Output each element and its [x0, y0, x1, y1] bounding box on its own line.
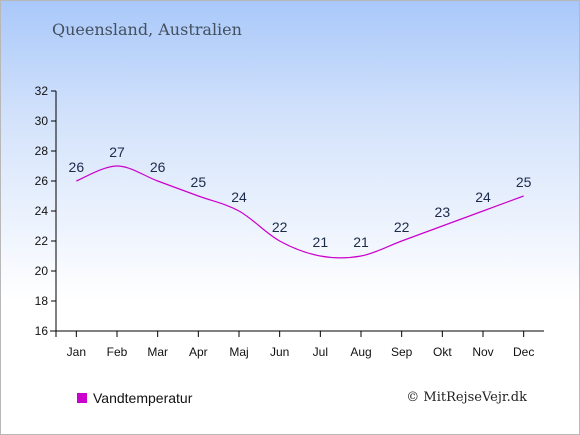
x-tick-label: Dec [513, 345, 534, 359]
data-label: 22 [272, 219, 288, 235]
y-tick-label: 26 [35, 174, 49, 188]
data-label: 26 [150, 159, 166, 175]
data-label: 27 [109, 144, 125, 160]
x-tick-label: Apr [189, 345, 208, 359]
y-tick-label: 18 [35, 294, 49, 308]
x-tick-label: Okt [433, 345, 452, 359]
x-tick-label: Sep [391, 345, 413, 359]
y-tick-label: 24 [35, 204, 49, 218]
x-tick-label: Aug [350, 345, 371, 359]
x-tick-label: Maj [229, 345, 248, 359]
y-tick-label: 16 [35, 324, 49, 338]
y-tick-label: 30 [35, 114, 49, 128]
x-tick-label: Jun [270, 345, 289, 359]
data-label: 26 [69, 159, 85, 175]
x-tick-label: Mar [147, 345, 168, 359]
legend: Vandtemperatur [77, 390, 192, 406]
data-label: 24 [231, 189, 247, 205]
data-label: 23 [435, 204, 451, 220]
legend-label: Vandtemperatur [93, 390, 193, 406]
y-tick-label: 28 [35, 144, 49, 158]
data-label: 25 [191, 174, 207, 190]
legend-swatch [77, 393, 87, 403]
x-tick-label: Jan [67, 345, 86, 359]
y-tick-label: 20 [35, 264, 49, 278]
data-label: 21 [353, 234, 369, 250]
data-label: 24 [475, 189, 491, 205]
y-tick-label: 22 [35, 234, 49, 248]
data-label: 22 [394, 219, 410, 235]
x-tick-label: Jul [313, 345, 328, 359]
x-tick-label: Feb [107, 345, 128, 359]
x-tick-label: Nov [472, 345, 493, 359]
data-label: 25 [516, 174, 532, 190]
credit-text: © MitRejseVejr.dk [406, 390, 527, 405]
series-line [76, 165, 524, 259]
y-tick-label: 32 [35, 84, 49, 98]
chart-title: Queensland, Australien [52, 20, 242, 39]
data-label: 21 [313, 234, 329, 250]
